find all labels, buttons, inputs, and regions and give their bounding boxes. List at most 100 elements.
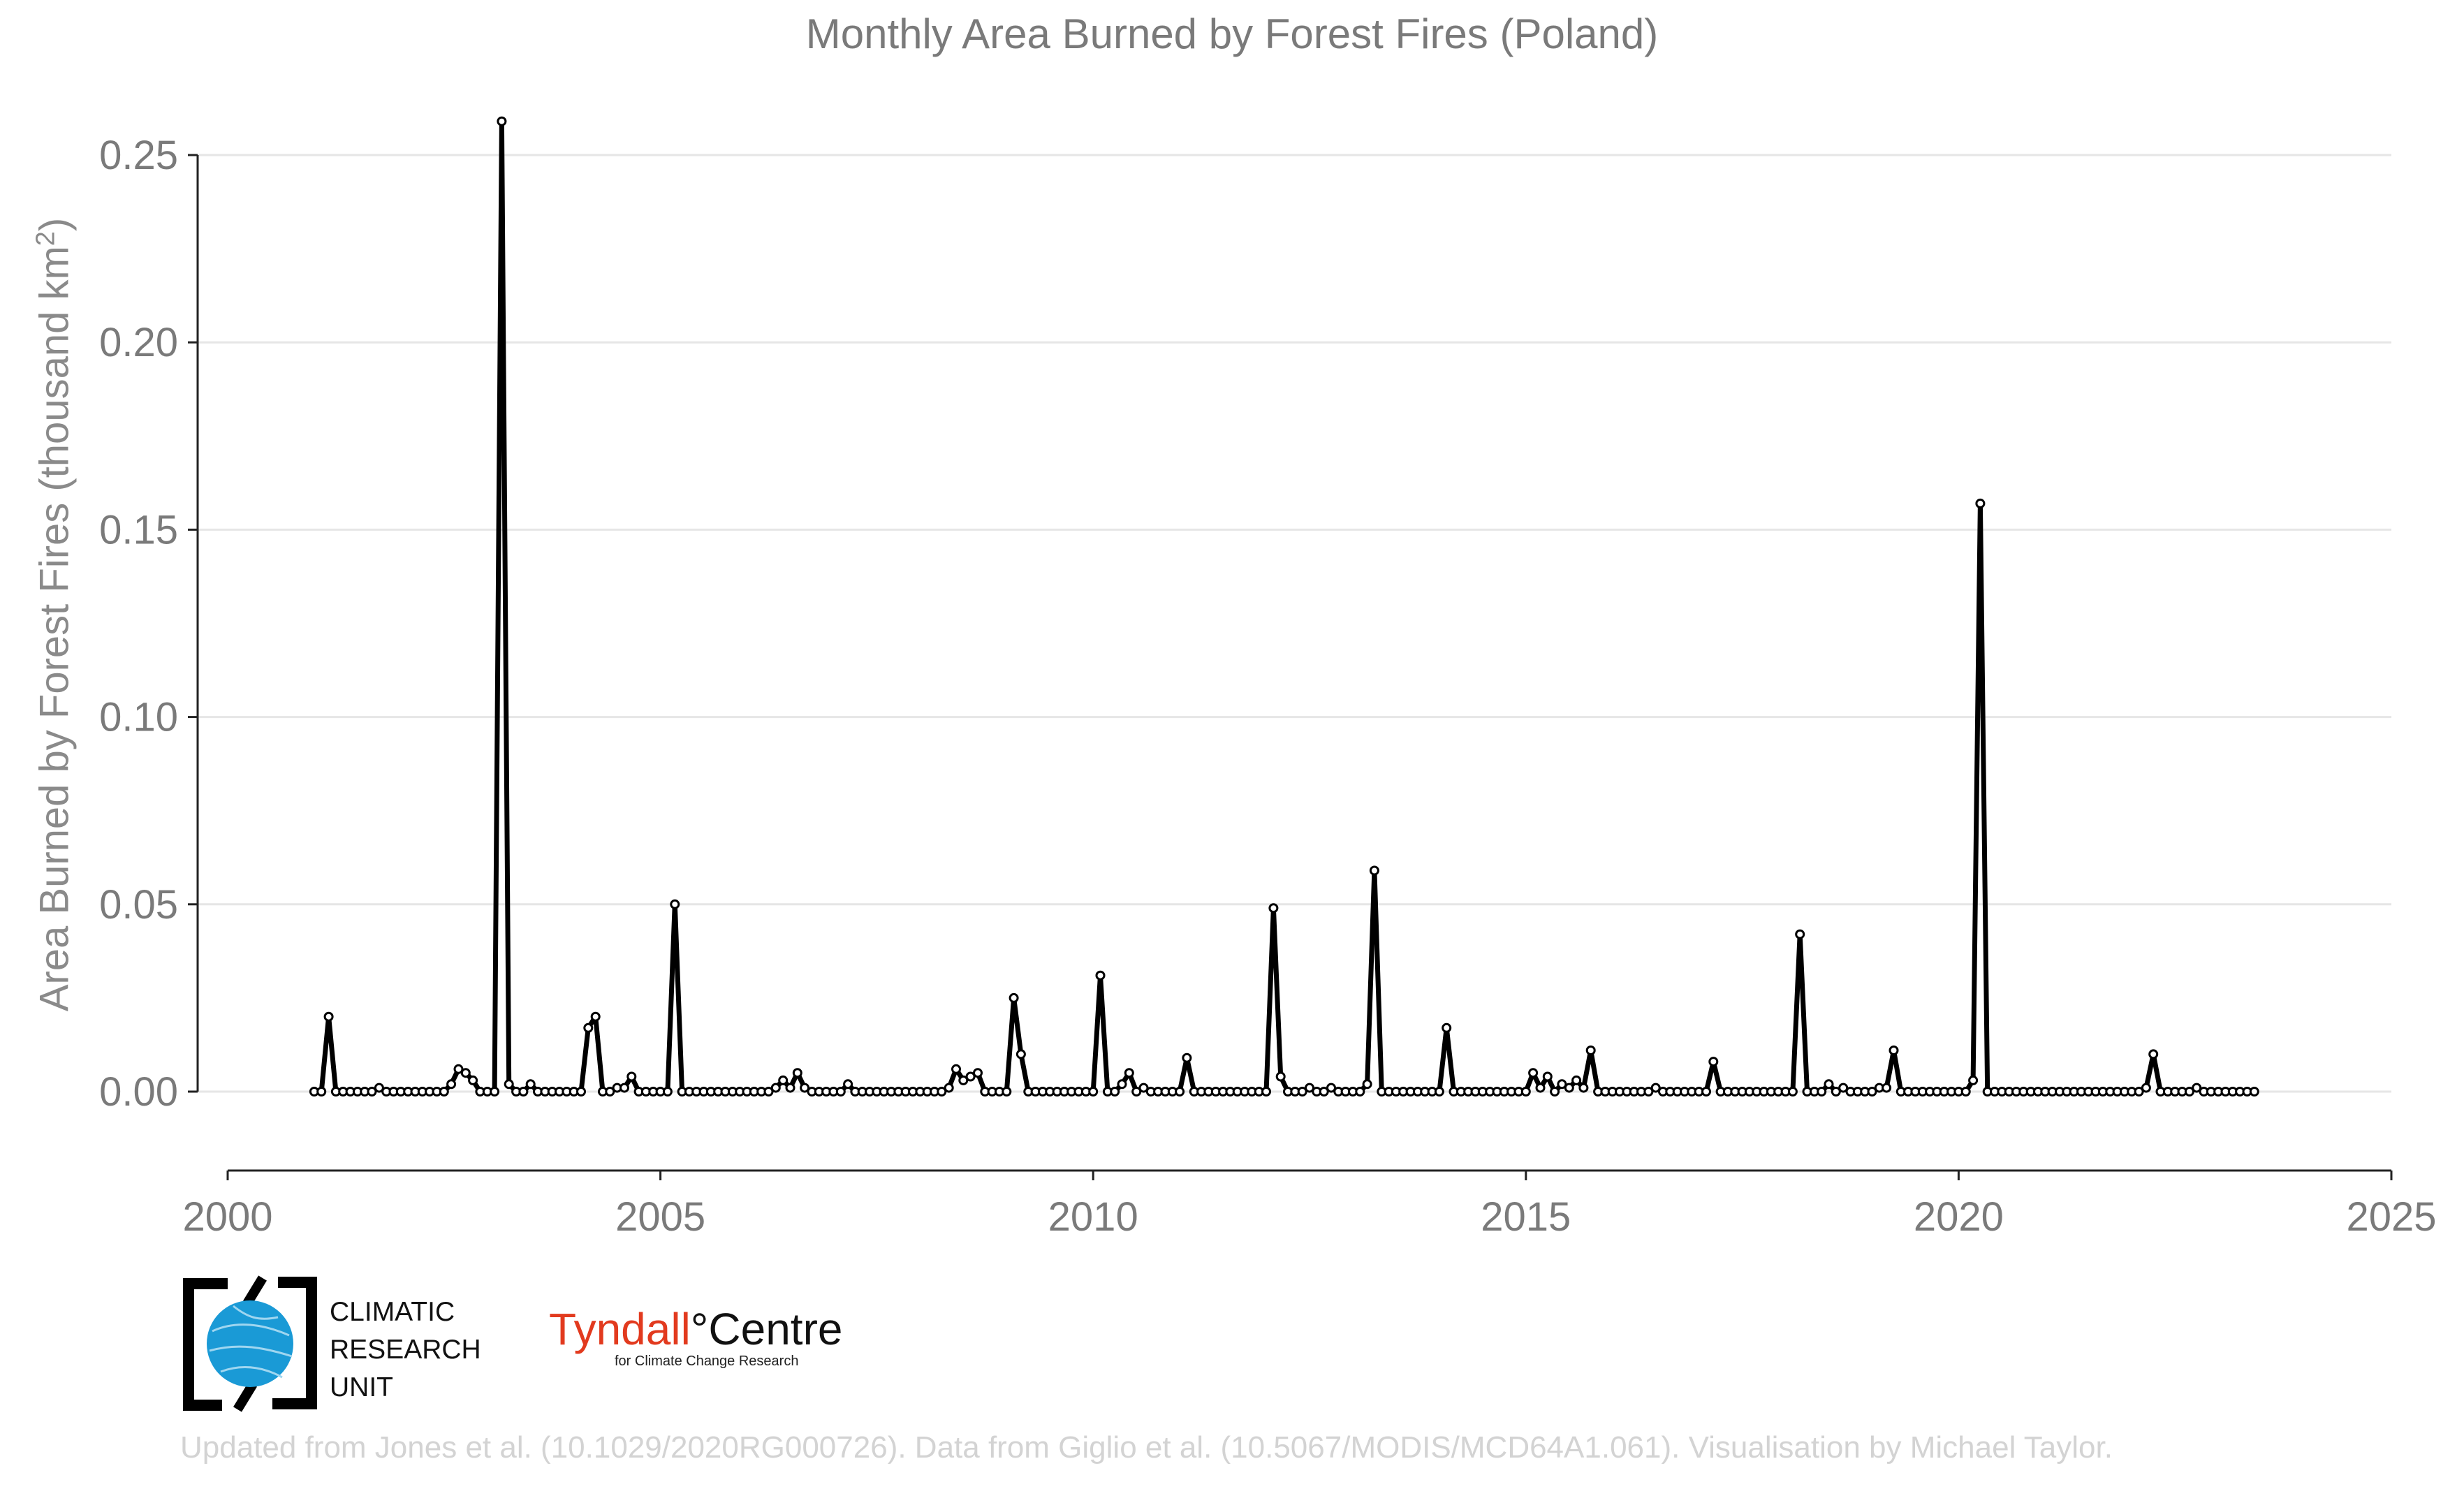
data-point [843,1079,853,1090]
data-point [1550,1087,1560,1096]
data-point [1578,1083,1589,1093]
data-point [2148,1049,2159,1059]
data-point [583,1022,594,1033]
data-point [1319,1087,1329,1096]
data-point [1520,1087,1531,1096]
x-tick-label: 2005 [615,1194,705,1240]
data-point [1138,1083,1149,1093]
data-point [1795,929,1805,939]
data-point [1268,903,1279,914]
data-point [2141,1083,2151,1093]
data-point [626,1071,637,1082]
data-point [453,1064,464,1074]
data-point [1528,1068,1539,1078]
caption: Updated from Jones et al. (10.1029/2020R… [180,1430,2113,1465]
data-point [504,1079,514,1090]
data-point [1009,992,1019,1003]
data-point [1708,1057,1719,1067]
data-point [670,899,680,909]
data-point [1571,1075,1582,1085]
data-point [958,1075,969,1085]
data-point [937,1087,947,1096]
data-point [1535,1083,1546,1093]
x-tick-label: 2015 [1481,1194,1571,1240]
y-tick-label: 0.10 [99,695,178,740]
data-point [316,1087,327,1096]
cru-logo-text: CLIMATIC RESEARCH UNIT [330,1297,481,1402]
tyndall-logo: Tyndall°Centre for Climate Change Resear… [549,1304,843,1369]
data-point [2184,1087,2194,1096]
data-point [770,1083,781,1093]
data-point [590,1011,601,1022]
data-point [468,1075,478,1085]
data-point [1824,1079,1834,1090]
data-point [1275,1071,1286,1082]
cru-logo-icon [183,1275,317,1412]
data-point [525,1079,536,1090]
data-point [792,1068,802,1078]
data-point [1968,1075,1979,1085]
x-tick-label: 2025 [2346,1194,2436,1240]
data-point [1650,1083,1661,1093]
data-point [1975,498,1986,508]
data-point [605,1087,615,1096]
data-point [460,1068,471,1078]
data-point [1442,1022,1452,1033]
data-point [619,1083,629,1093]
data-point [1643,1087,1654,1096]
data-point [1369,865,1379,876]
data-point [2134,1087,2144,1096]
x-tick-label: 2000 [182,1194,272,1240]
data-point [323,1011,334,1022]
data-point [1015,1049,1026,1059]
data-point [497,116,507,126]
data-point [1182,1052,1192,1063]
data-point [1175,1087,1185,1096]
x-tick-label: 2020 [1914,1194,2004,1240]
data-point [490,1087,500,1096]
data-point [800,1083,810,1093]
y-tick-label: 0.05 [99,882,178,927]
data-point [662,1087,673,1096]
data-point [785,1083,795,1093]
data-point [951,1064,961,1074]
data-point [1095,970,1106,981]
data-point [1261,1087,1271,1096]
data-point [1434,1087,1444,1096]
data-point [446,1079,457,1090]
data-point [763,1087,774,1096]
data-point [1362,1079,1372,1090]
data-point [1557,1079,1567,1090]
data-point [2192,1083,2202,1093]
data-point [1131,1087,1142,1096]
data-point [439,1087,449,1096]
series-line [314,119,2254,1094]
data-point [1817,1087,1827,1096]
data-point [944,1083,954,1093]
data-point [374,1083,384,1093]
data-point [1117,1079,1127,1090]
data-point [367,1087,377,1096]
data-point [778,1075,789,1085]
data-point [973,1068,983,1078]
data-point [1124,1068,1134,1078]
data-point [1542,1071,1553,1082]
data-point [1838,1083,1849,1093]
data-point [1088,1087,1099,1096]
data-point [965,1071,976,1082]
y-tick-label: 0.25 [99,133,178,178]
data-point [1564,1083,1574,1093]
x-tick-label: 2010 [1048,1194,1138,1240]
data-point [1960,1087,1971,1096]
y-tick-label: 0.20 [99,320,178,365]
data-point [1326,1083,1336,1093]
data-point [2249,1087,2259,1096]
data-point [1305,1083,1314,1093]
y-tick-label: 0.15 [99,507,178,552]
data-point [1701,1087,1711,1096]
data-point [1882,1083,1892,1093]
data-point [835,1087,846,1096]
data-point [1110,1087,1120,1096]
data-point [1297,1087,1307,1096]
